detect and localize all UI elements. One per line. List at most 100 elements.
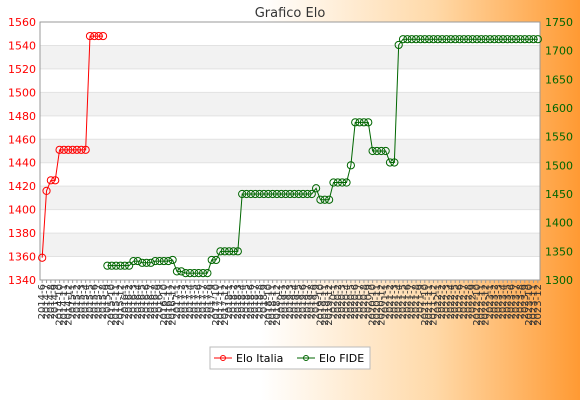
data-point-elo-italia (46, 176, 55, 185)
x-tick-label: 2018-12 (272, 284, 283, 326)
data-point-elo-fide (485, 35, 495, 44)
data-point-elo-fide (490, 35, 499, 44)
x-tick-label: 2019-3 (285, 284, 296, 319)
x-tick-label: 2018-8 (255, 284, 266, 319)
data-point-elo-fide (216, 247, 225, 256)
x-tick-label: 2019-8 (307, 284, 318, 319)
data-point-elo-fide (316, 195, 325, 204)
data-point-elo-fide (225, 247, 234, 256)
y-right-tick-label: 1400 (545, 217, 573, 230)
data-point-elo-fide (381, 146, 390, 156)
x-tick-label: 2015-1 (68, 284, 79, 319)
x-tick-label: 2018-9 (259, 284, 270, 319)
data-point-elo-fide (446, 35, 455, 44)
y-left-tick-label: 1480 (8, 110, 36, 123)
data-point-elo-fide (259, 189, 269, 199)
data-point-elo-fide (194, 269, 203, 278)
data-point-elo-fide (164, 256, 173, 266)
data-point-elo-italia (77, 145, 86, 154)
y-left-tick-label: 1540 (8, 39, 36, 52)
y-right-tick-label: 1750 (545, 16, 573, 29)
data-point-elo-fide (251, 189, 260, 199)
legend-label-elo-fide: Elo FIDE (319, 352, 364, 365)
x-tick-label: 2021-11 (424, 284, 435, 326)
x-tick-label: 2021-3 (389, 284, 400, 319)
data-point-elo-fide (211, 255, 221, 265)
x-tick-label: 2022-4 (446, 284, 457, 319)
data-point-elo-italia (68, 145, 77, 154)
y-left-tick-label: 1460 (8, 133, 36, 146)
x-tick-label: 2016-3 (128, 284, 139, 319)
data-point-elo-fide (290, 189, 299, 199)
x-tick-label: 2019-6 (298, 284, 309, 319)
x-tick-label: 2017-11 (215, 284, 226, 326)
data-point-elo-fide (133, 256, 142, 266)
data-point-elo-fide (533, 35, 542, 44)
data-point-elo-fide (346, 161, 355, 170)
data-point-elo-fide (411, 35, 421, 44)
x-tick-label: 2018-3 (233, 284, 244, 319)
data-point-elo-fide (311, 184, 321, 193)
data-point-elo-fide (429, 35, 438, 44)
x-tick-label: 2021-12 (428, 284, 439, 326)
x-tick-label: 2017-6 (194, 284, 205, 319)
data-point-elo-fide (277, 189, 286, 199)
data-point-elo-fide (372, 146, 382, 156)
data-point-elo-fide (420, 35, 429, 44)
x-tick-label: 2016-4 (133, 284, 144, 319)
data-point-elo-fide (172, 267, 182, 276)
x-tick-label: 2015-3 (76, 284, 87, 319)
x-tick-label: 2015-6 (89, 284, 100, 319)
x-tick-label: 2023-9 (520, 284, 531, 319)
x-tick-label: 2023-7 (511, 284, 522, 319)
x-tick-label: 2018-1 (224, 284, 235, 319)
data-point-elo-fide (438, 35, 447, 44)
grid-band (40, 45, 540, 69)
data-point-elo-fide (159, 256, 169, 266)
data-point-elo-fide (190, 269, 199, 278)
data-point-elo-fide (142, 258, 151, 267)
y-right-tick-label: 1500 (545, 159, 573, 172)
x-tick-label: 2016-10 (159, 284, 170, 326)
data-point-elo-fide (459, 35, 469, 44)
x-tick-label: 2015-7 (94, 284, 105, 319)
data-point-elo-fide (481, 35, 490, 44)
x-tick-label: 2023-5 (502, 284, 513, 319)
data-point-elo-fide (529, 35, 538, 44)
x-tick-label: 2022-1 (433, 284, 444, 319)
grid-band (40, 233, 540, 257)
x-tick-label: 2015-5 (85, 284, 96, 319)
y-right-tick-label: 1600 (545, 102, 573, 115)
x-tick-label: 2018-11 (268, 284, 279, 326)
x-tick-label: 2021-9 (415, 284, 426, 319)
data-point-elo-fide (294, 189, 303, 199)
x-tick-label: 2019-7 (302, 284, 313, 319)
x-tick-label: 2017-7 (198, 284, 209, 319)
data-point-elo-italia (64, 145, 73, 154)
data-point-elo-fide (246, 189, 255, 199)
x-tick-label: 2023-3 (494, 284, 505, 319)
x-tick-label: 2021-8 (411, 284, 422, 319)
data-point-elo-fide (185, 269, 195, 278)
x-tick-label: 2019-1 (276, 284, 287, 319)
data-point-elo-fide (425, 35, 434, 44)
data-point-elo-fide (281, 189, 290, 199)
x-tick-label: 2020-5 (346, 284, 357, 319)
x-tick-label: 2020-3 (337, 284, 348, 319)
x-tick-label: 2020-9 (363, 284, 374, 319)
x-tick-label: 2014-12 (63, 284, 74, 326)
y-right-tick-label: 1650 (545, 73, 573, 86)
x-tick-label: 2017-12 (220, 284, 231, 326)
data-point-elo-fide (168, 255, 177, 265)
x-tick-label: 2023-12 (533, 284, 544, 326)
x-tick-label: 2016-5 (137, 284, 148, 319)
data-point-elo-fide (155, 256, 164, 266)
x-tick-label: 2015-4 (81, 284, 92, 319)
data-point-elo-fide (198, 269, 208, 278)
data-point-elo-fide (477, 35, 486, 44)
x-tick-label: 2016-11 (163, 284, 174, 326)
x-tick-label: 2022-5 (450, 284, 461, 319)
x-tick-label: 2021-7 (407, 284, 418, 319)
